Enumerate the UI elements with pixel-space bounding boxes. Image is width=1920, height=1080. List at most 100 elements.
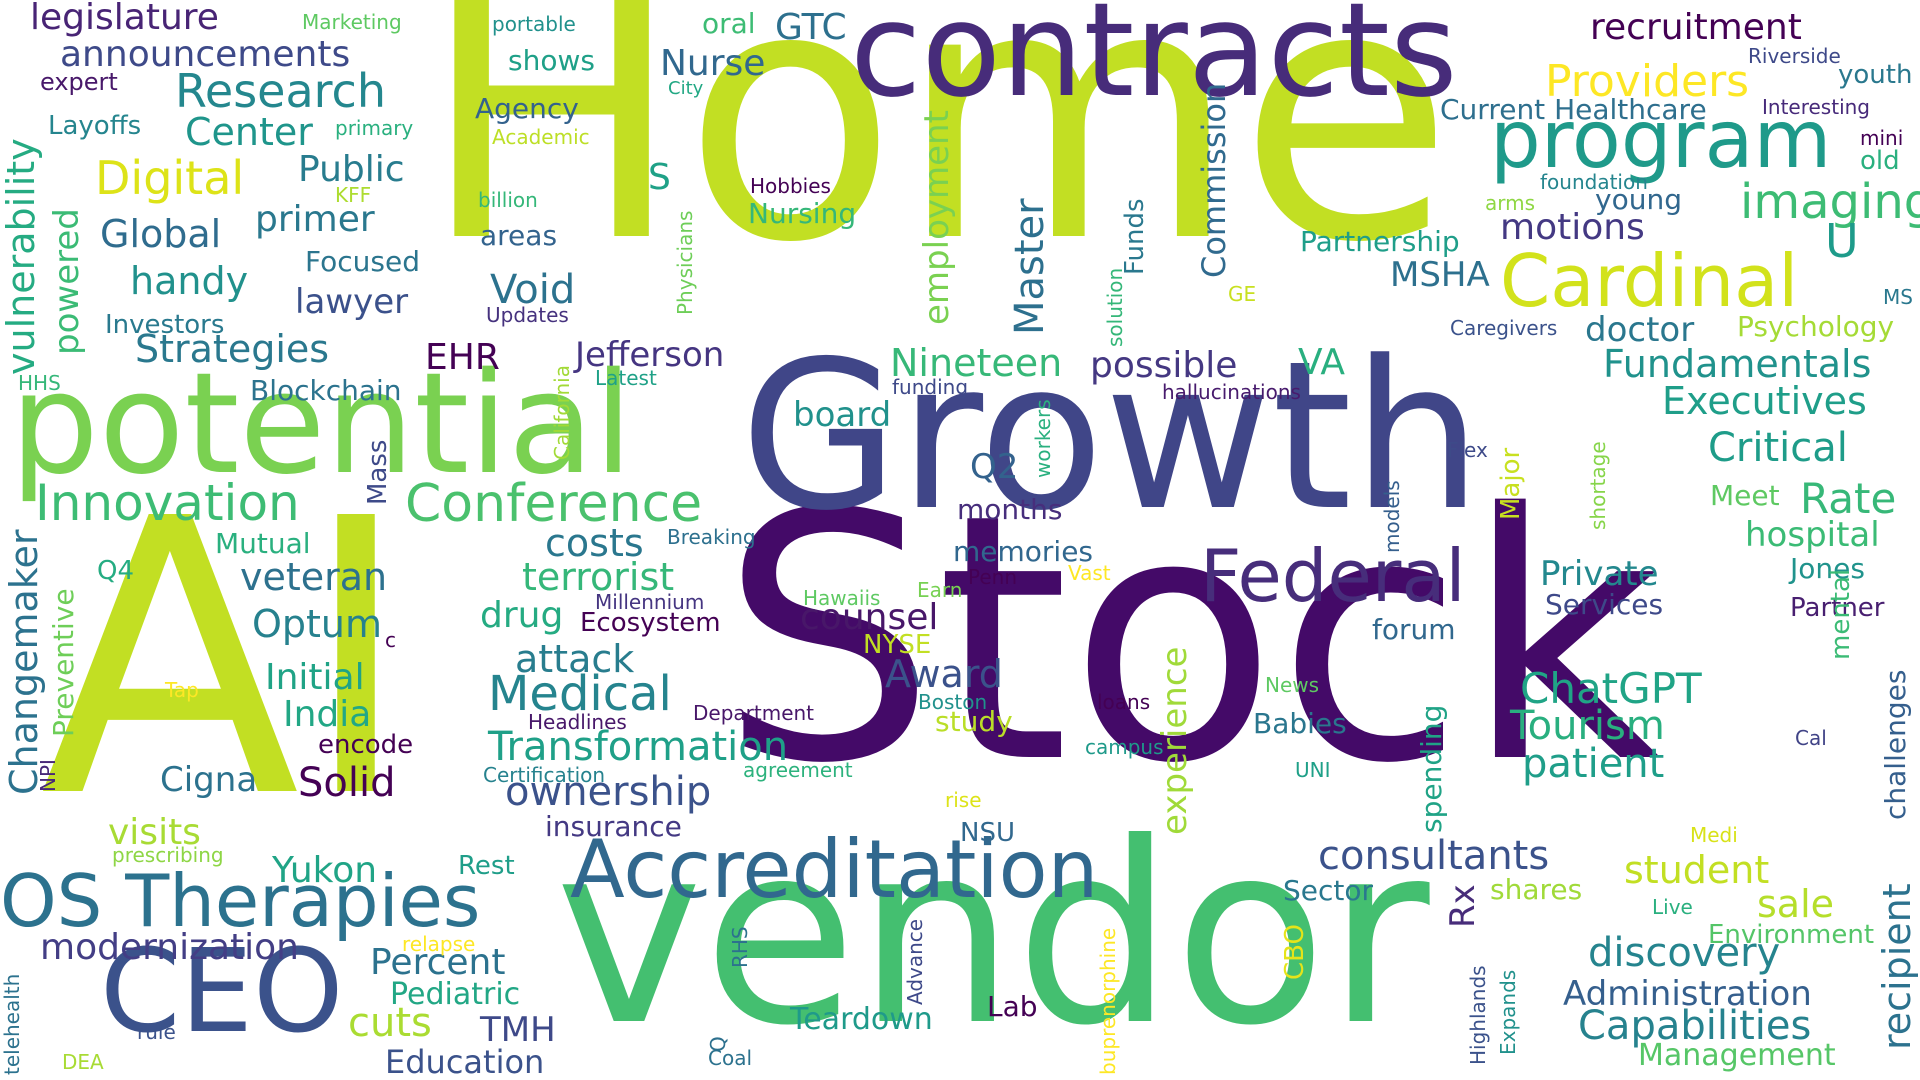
word-visits: visits (108, 812, 201, 853)
word-cuts: cuts (348, 1000, 432, 1046)
word-legislature: legislature (30, 0, 219, 38)
word-department: Department (693, 701, 815, 725)
word-ownership: ownership (505, 769, 712, 815)
word-hobbies: Hobbies (750, 174, 831, 198)
word-ge: GE (1228, 282, 1257, 306)
word-preventive: Preventive (47, 588, 80, 737)
word-india: India (283, 694, 372, 735)
word-providers: Providers (1545, 56, 1750, 107)
word-experience: experience (1155, 646, 1195, 835)
word-veteran: veteran (240, 555, 388, 599)
word-critical: Critical (1708, 425, 1848, 471)
word-u: U (1825, 214, 1859, 268)
word-latest: Latest (595, 366, 657, 390)
word-shortage: shortage (1586, 441, 1610, 530)
word-consultants: consultants (1318, 833, 1550, 879)
word-prescribing: prescribing (112, 843, 224, 867)
word-cigna: Cigna (160, 760, 258, 800)
word-os-therapies: OS Therapies (0, 859, 481, 943)
word-breaking: Breaking (667, 525, 756, 549)
word-flex: Flex (1447, 438, 1488, 462)
word-memories: memories (953, 535, 1094, 568)
word-c: c (385, 628, 396, 652)
word-conference: Conference (405, 474, 703, 534)
word-loans: loans (1097, 690, 1151, 714)
word-global: Global (100, 212, 222, 256)
word-ecosystem: Ecosystem (580, 608, 721, 638)
word-public: Public (298, 149, 405, 190)
word-uni: UNI (1295, 758, 1331, 782)
word-board: board (793, 395, 892, 435)
word-optum: Optum (252, 602, 383, 646)
word-nineteen: Nineteen (890, 341, 1063, 385)
word-partner: Partner (1790, 593, 1885, 623)
word-nurse: Nurse (660, 43, 766, 84)
word-young: young (1595, 183, 1682, 216)
word-expert: expert (40, 68, 118, 96)
word-news: News (1265, 673, 1320, 697)
word-rhs: RHS (728, 926, 752, 968)
word-blockchain: Blockchain (250, 374, 402, 407)
word-hawaiis: Hawaiis (803, 586, 881, 610)
word-vulnerability: vulnerability (0, 138, 43, 375)
word-ms: MS (1883, 285, 1913, 309)
word-babies: Babies (1253, 707, 1347, 740)
word-federal: Federal (1200, 534, 1466, 618)
word-ceo: CEO (100, 925, 344, 1059)
word-lawyer: lawyer (295, 282, 409, 322)
word-psychology: Psychology (1737, 310, 1895, 343)
word-modernization: modernization (40, 927, 299, 968)
word-campus: campus (1085, 735, 1164, 759)
word-q: Q (706, 1036, 730, 1052)
word-primer: primer (255, 199, 375, 240)
word-administration: Administration (1563, 974, 1812, 1014)
word-hhs: HHS (18, 371, 61, 395)
word-cardinal: Cardinal (1500, 239, 1799, 323)
word-insurance: insurance (545, 810, 682, 843)
word-q4: Q4 (97, 556, 135, 586)
word-lab: Lab (987, 990, 1038, 1023)
word-nsu: NSU (960, 818, 1015, 848)
word-attack: attack (515, 637, 635, 681)
word-certification: Certification (483, 763, 606, 787)
word-private: Private (1540, 554, 1659, 594)
word-current-healthcare: Current Healthcare (1440, 93, 1707, 126)
word-recipient: recipient (1875, 883, 1919, 1050)
word-relapse: relapse (402, 932, 476, 956)
word-q2: Q2 (970, 447, 1019, 487)
word-motions: motions (1500, 207, 1645, 248)
word-patient: patient (1522, 741, 1665, 787)
word-jones: Jones (1790, 552, 1865, 585)
word-dea: DEA (62, 1050, 104, 1074)
word-shows: shows (508, 44, 595, 77)
word-msha: MSHA (1390, 255, 1490, 295)
word-telehealth: telehealth (0, 973, 24, 1075)
word-california: California (550, 365, 574, 460)
word-months: months (957, 493, 1063, 526)
word-program: program (1490, 93, 1832, 186)
word-stock: Stock (720, 442, 1661, 838)
word-sale: sale (1757, 882, 1835, 926)
word-services: Services (1545, 588, 1664, 621)
word-encode: encode (318, 730, 414, 760)
word-terrorist: terrorist (522, 555, 675, 599)
word-updates: Updates (486, 303, 569, 327)
word-old: old (1860, 146, 1900, 176)
word-student: student (1624, 848, 1770, 892)
word-agency: Agency (475, 92, 579, 125)
word-primary: primary (335, 116, 414, 140)
word-highlands: Highlands (1466, 965, 1490, 1065)
word-millennium: Millennium (595, 590, 705, 614)
word-digital: Digital (95, 151, 245, 205)
word-master: Master (1007, 198, 1053, 335)
word-agreement: agreement (743, 758, 853, 782)
word-funding: funding (892, 375, 969, 399)
word-riverside: Riverside (1748, 44, 1841, 68)
word-environment: Environment (1708, 920, 1875, 950)
word-city: City (668, 78, 704, 99)
word-medi: Medi (1690, 823, 1738, 847)
word-teardown: Teardown (790, 1002, 933, 1037)
word-billion: billion (478, 188, 538, 212)
word-cal: Cal (1795, 726, 1827, 750)
word-research: Research (175, 64, 386, 118)
